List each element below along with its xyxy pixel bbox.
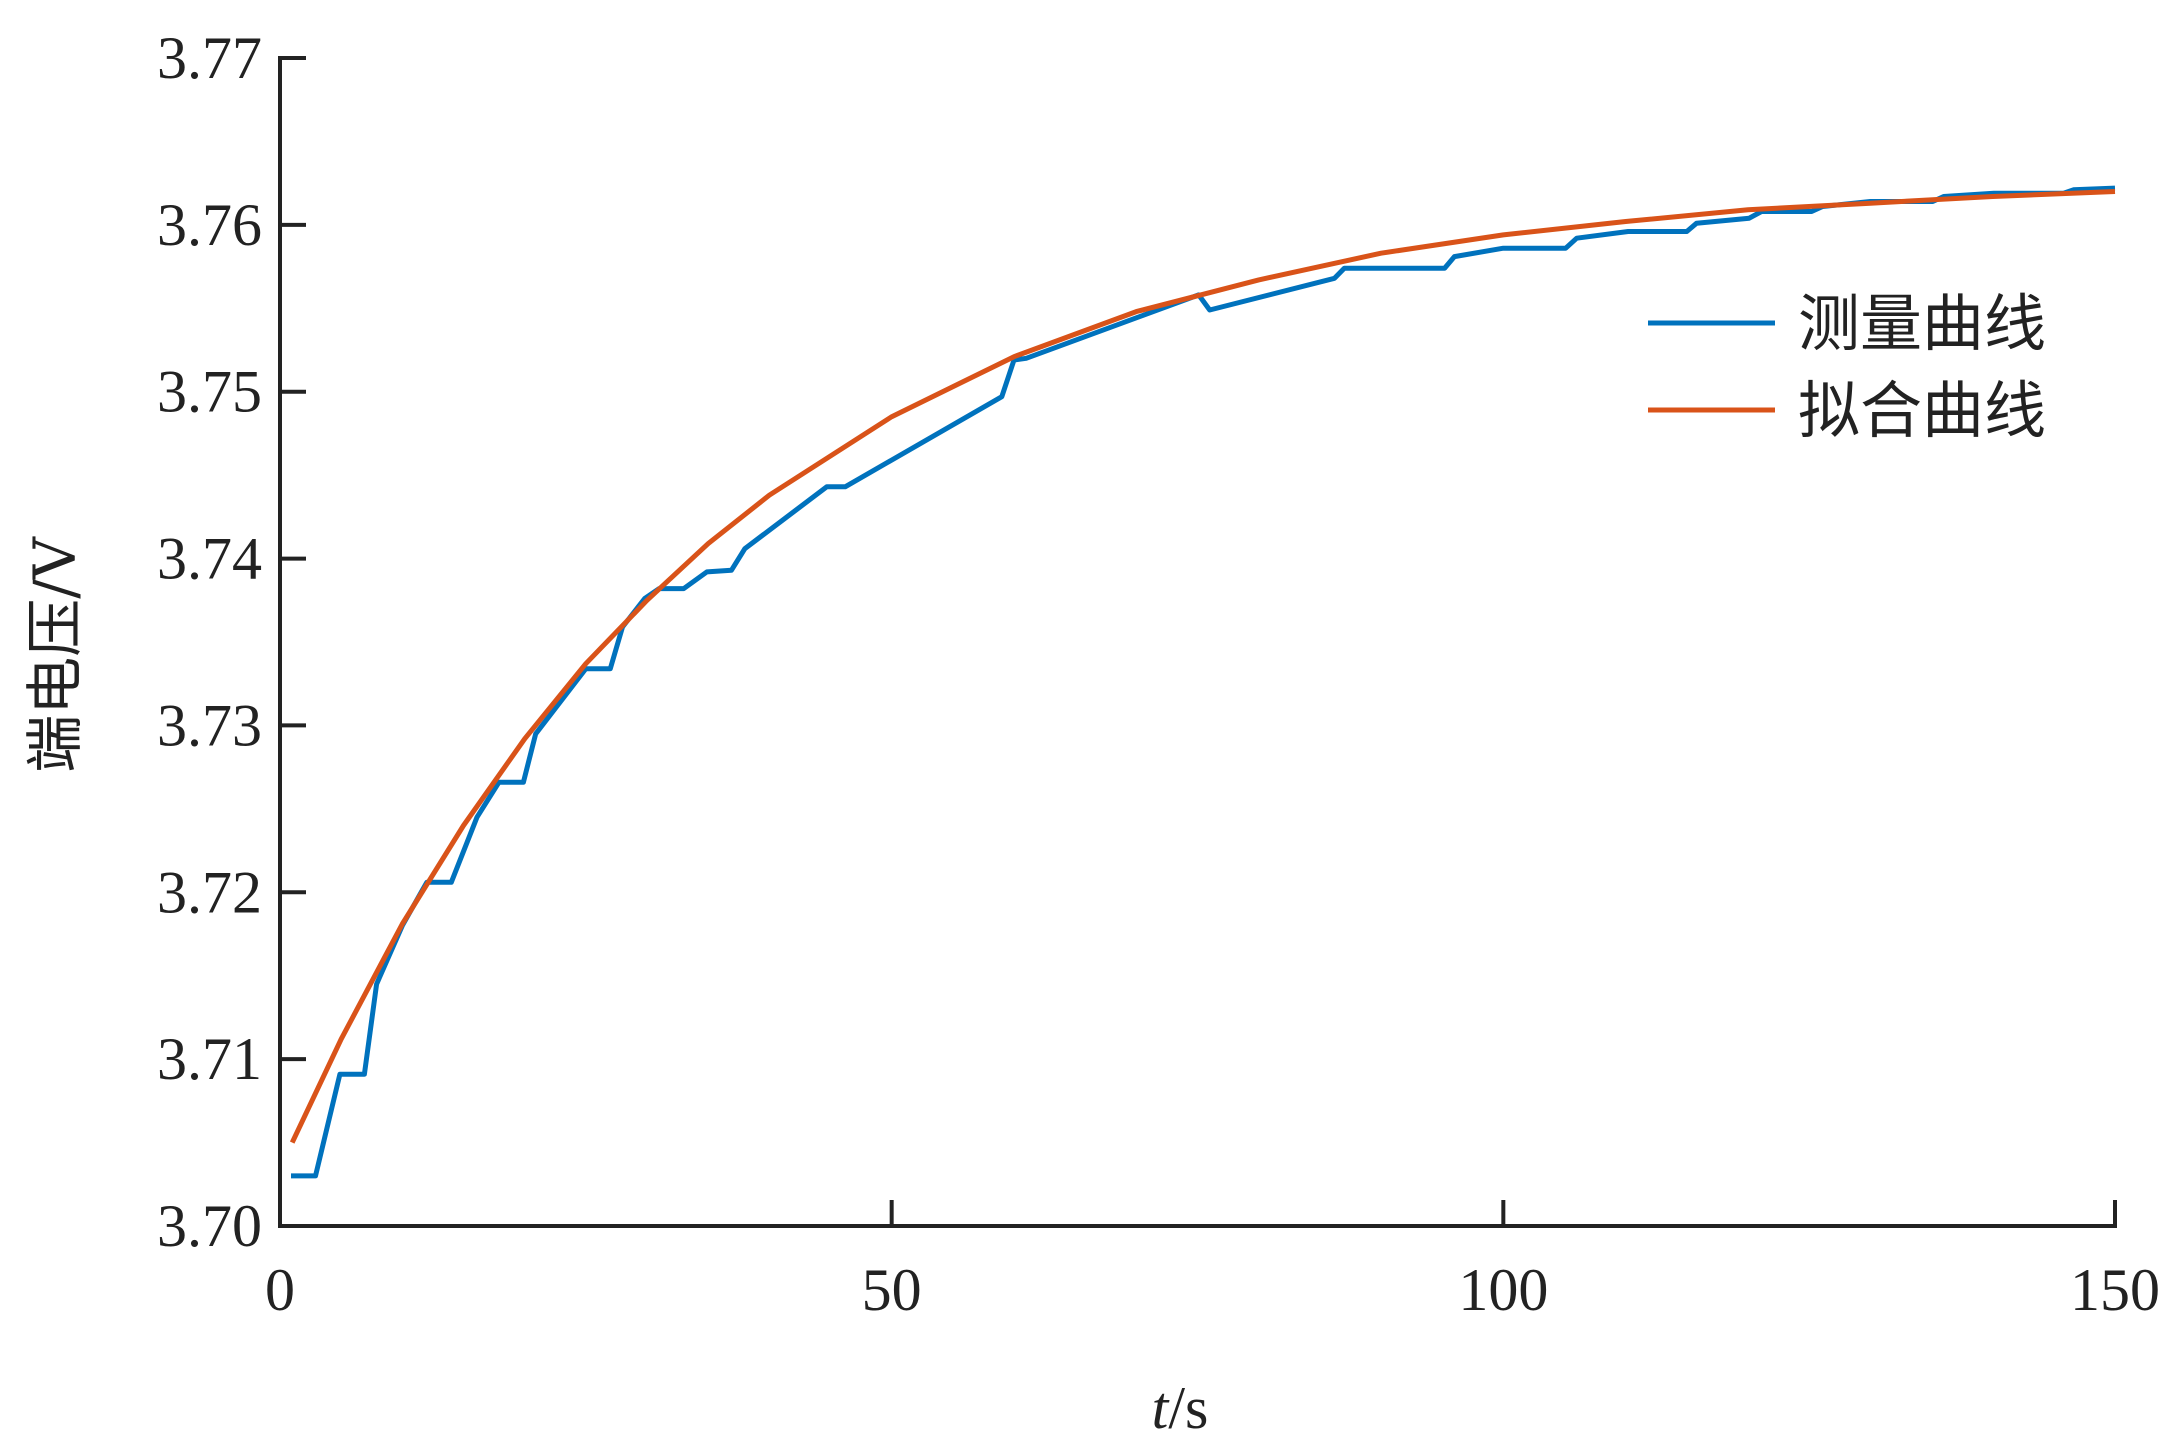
y-tick-label: 3.74 bbox=[157, 526, 262, 592]
axes bbox=[278, 56, 2117, 1228]
x-tick-label: 50 bbox=[862, 1257, 922, 1323]
x-tick-label: 0 bbox=[265, 1257, 295, 1323]
legend: 测量曲线 拟合曲线 bbox=[1648, 287, 2046, 447]
y-tick-label: 3.77 bbox=[157, 25, 262, 91]
y-tick-label: 3.76 bbox=[157, 192, 262, 258]
plot-lines bbox=[289, 185, 2116, 1179]
y-tick-label: 3.70 bbox=[157, 1193, 262, 1259]
x-tick-label: 100 bbox=[1458, 1257, 1548, 1323]
x-axis-label: t/s bbox=[1152, 1375, 1209, 1441]
series-measured-line bbox=[291, 185, 2116, 1179]
y-axis-label: 端电压/V bbox=[21, 536, 89, 773]
y-tick-label: 3.71 bbox=[157, 1026, 262, 1092]
y-tick-label: 3.75 bbox=[157, 359, 262, 425]
legend-label-fit: 拟合曲线 bbox=[1798, 374, 2046, 447]
legend-label-measured: 测量曲线 bbox=[1798, 287, 2046, 360]
y-tick-label: 3.73 bbox=[157, 692, 262, 758]
y-tick-label: 3.72 bbox=[157, 859, 262, 925]
x-tick-label: 150 bbox=[2070, 1257, 2160, 1323]
x-axis-label-var: t bbox=[1152, 1375, 1170, 1441]
series-fit-line bbox=[289, 189, 2116, 1144]
x-axis-label-unit: /s bbox=[1168, 1375, 1208, 1441]
ticks: 0 50 100 150 3.70 3.71 3.72 3.73 3.74 3.75 3.76 3.7… bbox=[157, 25, 2160, 1323]
